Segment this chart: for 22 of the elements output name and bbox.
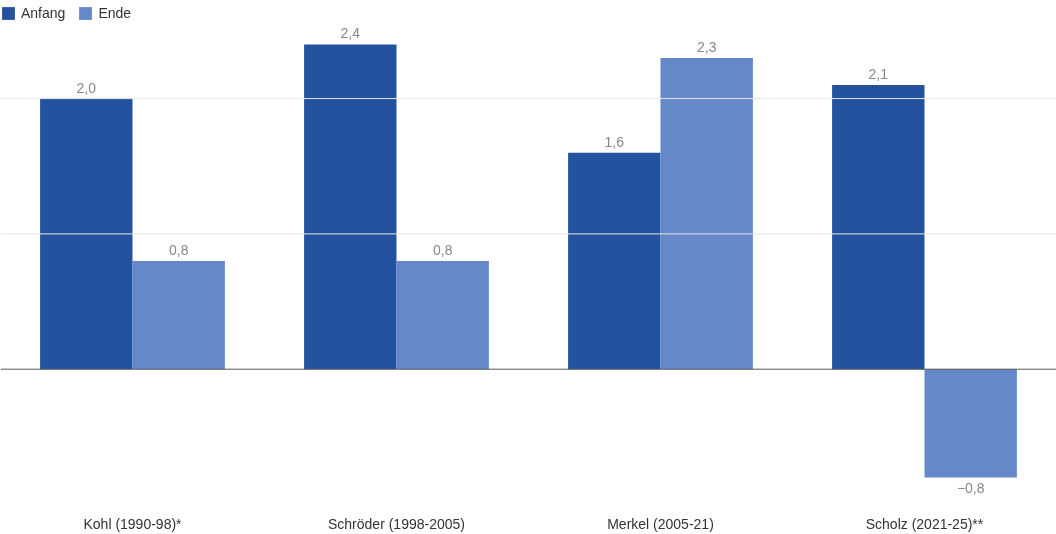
data-label: 0,8 [432, 241, 453, 258]
x-tick-label: Kohl (1990-98)* [83, 515, 183, 532]
bar [832, 85, 925, 370]
data-label: 2,0 [76, 79, 97, 96]
x-tick-label: Merkel (2005-21) [607, 515, 714, 532]
bar [304, 44, 397, 370]
data-label: 2,3 [696, 39, 717, 55]
bar [568, 152, 661, 370]
data-label: 2,4 [340, 25, 361, 42]
legend-label: Anfang [21, 5, 66, 21]
legend-label: Ende [98, 5, 132, 21]
data-label: −0,8 [956, 480, 985, 497]
data-label: 2,1 [868, 66, 889, 83]
x-tick-label: Schröder (1998-2005) [328, 515, 465, 532]
bar [924, 369, 1017, 478]
bar [660, 58, 753, 370]
bar [132, 260, 225, 370]
x-tick-label: Scholz (2021-25)** [865, 515, 984, 532]
bar [396, 260, 489, 370]
data-label: 0,8 [168, 241, 189, 258]
bar [40, 98, 133, 370]
data-label: 1,6 [604, 133, 625, 150]
